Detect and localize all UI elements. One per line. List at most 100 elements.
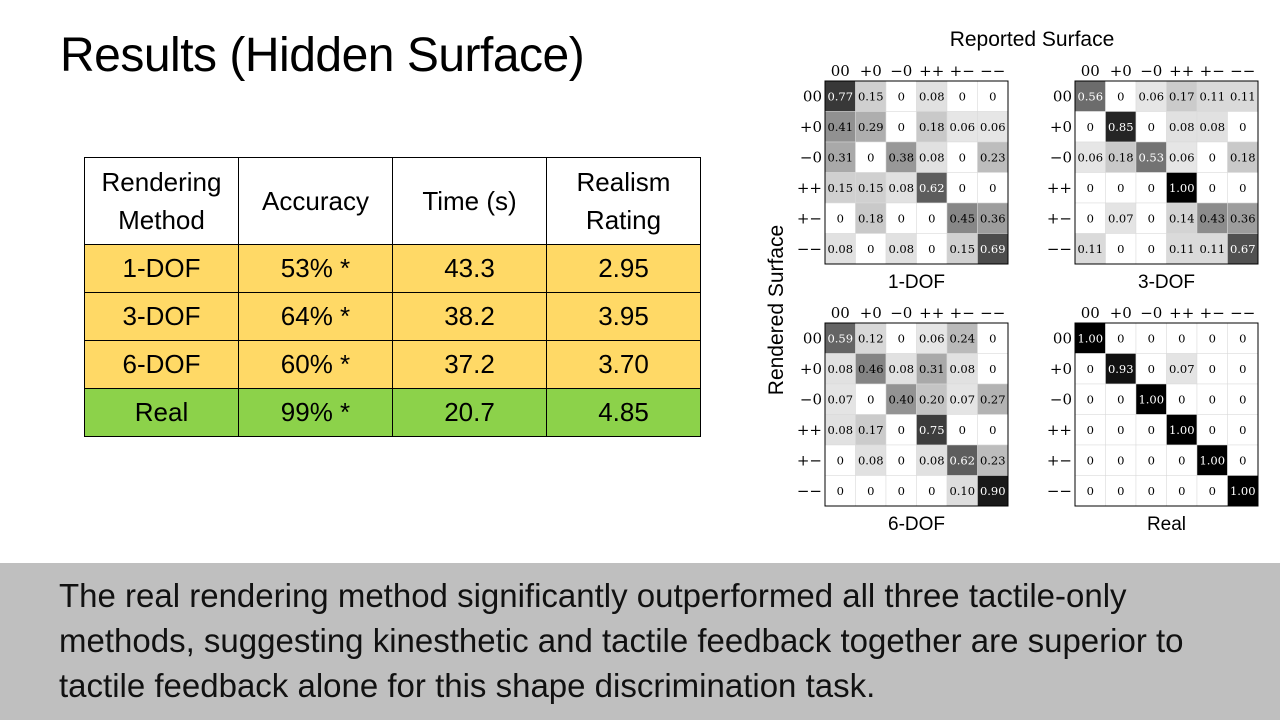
cell-value-label: 0.40 — [888, 392, 914, 406]
matrix-border — [824, 80, 1009, 265]
cell-value-label: 0 — [959, 423, 966, 437]
cell-value-label: 0.12 — [858, 331, 884, 345]
cell-value-label: 0.08 — [827, 242, 853, 256]
heatmap-cell — [1105, 353, 1137, 385]
cell-value-label: 0 — [867, 484, 874, 498]
cell-value-label: 1.00 — [1230, 484, 1256, 498]
heatmap-cell — [946, 475, 978, 507]
cell-value-label: 0.15 — [949, 242, 975, 256]
cell-value-label: 0 — [898, 423, 905, 437]
heatmap-cell — [855, 141, 887, 173]
heatmap-cell — [1074, 444, 1106, 476]
row-label: −− — [797, 240, 822, 258]
row-label: +− — [1047, 209, 1072, 227]
cell-value-label: 0 — [898, 484, 905, 498]
heatmap-cell — [1166, 444, 1198, 476]
heatmap-cell — [946, 444, 978, 476]
heatmap-cell — [1105, 233, 1137, 265]
heatmap-cell — [855, 353, 887, 385]
cell-value-label: 0.17 — [858, 423, 884, 437]
heatmap-cell — [977, 322, 1009, 354]
heatmap-cell — [855, 111, 887, 143]
row-label: 00 — [803, 329, 822, 347]
cell-value-label: 0.08 — [1169, 120, 1195, 134]
row-label: +− — [797, 451, 822, 469]
cell-method: 1-DOF — [84, 244, 239, 293]
cell-value-label: 0 — [867, 242, 874, 256]
matrix-title: Real — [1147, 514, 1186, 535]
cell-value-label: 0.62 — [919, 181, 945, 195]
column-label: −0 — [1140, 304, 1162, 322]
cell-value-label: 0.43 — [1199, 211, 1225, 225]
cell-value-label: 0 — [1209, 331, 1216, 345]
cell-value-label: 0.06 — [1169, 150, 1195, 164]
heatmap-cell — [977, 233, 1009, 265]
cell-value-label: 0.07 — [827, 392, 853, 406]
cell-value-label: 0.08 — [919, 150, 945, 164]
cell-value-label: 0 — [1087, 120, 1094, 134]
results-table: Rendering Method Accuracy Time (s) Realis… — [84, 157, 701, 437]
cell-value-label: 0.18 — [1230, 150, 1256, 164]
cell-value-label: 0 — [1117, 484, 1124, 498]
heatmap-cell — [1135, 111, 1167, 143]
cell-value-label: 0 — [1239, 120, 1246, 134]
cell-value-label: 0.56 — [1077, 89, 1103, 103]
table-row: Real 99% * 20.7 4.85 — [84, 388, 701, 437]
column-label: ++ — [919, 62, 944, 80]
matrix-border — [1074, 80, 1259, 265]
cell-value-label: 0.08 — [1199, 120, 1225, 134]
cell-value-label: 0 — [928, 484, 935, 498]
heatmap-cell — [977, 475, 1009, 507]
cell-value-label: 0.90 — [980, 484, 1006, 498]
cell-time: 38.2 — [392, 292, 547, 341]
cell-value-label: 0 — [1148, 453, 1155, 467]
cell-value-label: 0 — [1209, 150, 1216, 164]
cell-value-label: 0 — [1148, 362, 1155, 376]
cell-value-label: 0 — [989, 331, 996, 345]
cell-value-label: 0 — [1117, 242, 1124, 256]
cell-value-label: 0 — [898, 120, 905, 134]
cell-value-label: 0.11 — [1169, 242, 1195, 256]
cell-value-label: 0 — [1209, 423, 1216, 437]
column-label: ++ — [919, 304, 944, 322]
column-label: +0 — [1110, 62, 1132, 80]
cell-value-label: 0 — [1209, 484, 1216, 498]
cell-value-label: 0.06 — [949, 120, 975, 134]
column-label: 00 — [1081, 62, 1100, 80]
column-label: 00 — [831, 62, 850, 80]
heatmap-cell — [824, 414, 856, 446]
heatmap-cell — [824, 172, 856, 204]
heatmap-cell — [1227, 475, 1259, 507]
column-label: −− — [980, 304, 1005, 322]
col-header-realism: Realism Rating — [546, 157, 701, 245]
cell-value-label: 0 — [1178, 453, 1185, 467]
cell-value-label: 0 — [1087, 181, 1094, 195]
cell-value-label: 0 — [928, 242, 935, 256]
cell-time: 37.2 — [392, 340, 547, 389]
cell-value-label: 0 — [1209, 392, 1216, 406]
row-label: −0 — [800, 148, 822, 166]
cell-value-label: 0 — [1209, 362, 1216, 376]
table-header-row: Rendering Method Accuracy Time (s) Realis… — [84, 157, 701, 245]
cell-value-label: 0.07 — [1169, 362, 1195, 376]
heatmap-cell — [1074, 414, 1106, 446]
matrix-border — [824, 322, 1009, 507]
cell-value-label: 0 — [1178, 484, 1185, 498]
cell-value-label: 0 — [989, 423, 996, 437]
heatmap-cell — [1135, 444, 1167, 476]
cell-value-label: 0 — [898, 89, 905, 103]
cell-value-label: 0 — [1148, 484, 1155, 498]
cell-value-label: 0 — [1178, 331, 1185, 345]
column-label: −0 — [1140, 62, 1162, 80]
cell-value-label: 0 — [1178, 392, 1185, 406]
row-label: ++ — [1047, 179, 1072, 197]
heatmap-cell — [977, 353, 1009, 385]
heatmap-cell — [1166, 322, 1198, 354]
x-axis-title: Reported Surface — [950, 28, 1115, 51]
heatmap-cell — [946, 383, 978, 415]
column-label: +− — [950, 304, 975, 322]
heatmap-cell — [824, 202, 856, 234]
cell-value-label: 0 — [1148, 120, 1155, 134]
cell-value-label: 0 — [1087, 484, 1094, 498]
heatmap-cell — [1227, 80, 1259, 112]
